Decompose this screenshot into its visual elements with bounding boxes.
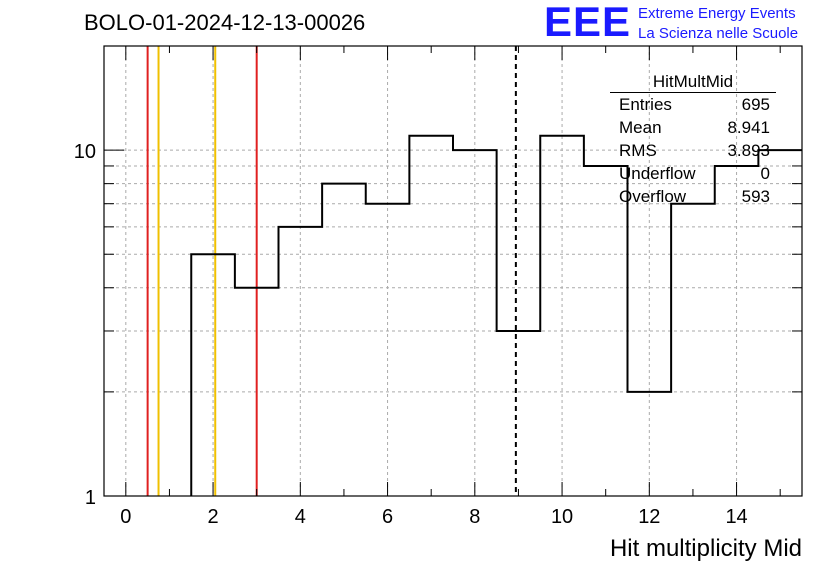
- histogram-step-line: [190, 134, 802, 496]
- histogram-bin: [715, 166, 759, 496]
- stats-value: 3.893: [727, 141, 770, 160]
- histogram-bin: [366, 204, 410, 496]
- x-tick-label: 10: [551, 506, 573, 528]
- histogram-bin: [191, 254, 235, 496]
- grid-lines: [104, 45, 802, 497]
- stats-label: RMS: [619, 141, 657, 160]
- stats-box: HitMultMid Entries 695 Mean 8.941 RMS 3.…: [610, 72, 776, 208]
- stats-value: 593: [741, 187, 770, 206]
- eee-logo: EEE Extreme Energy Events La Scienza nel…: [544, 0, 836, 46]
- logo-line-1: Extreme Energy Events: [638, 5, 796, 22]
- logo-line-2: La Scienza nelle Scuole: [638, 25, 799, 42]
- y-tick-label: 1: [85, 487, 96, 509]
- x-tick-label: 0: [120, 506, 131, 528]
- histogram-series: [190, 134, 802, 496]
- stats-row-underflow: Underflow 0: [610, 162, 776, 185]
- chart-title: BOLO-01-2024-12-13-00026: [84, 10, 366, 35]
- x-tick-label: 14: [725, 506, 747, 528]
- histogram-bin: [235, 288, 279, 496]
- stats-row-overflow: Overflow 593: [610, 185, 776, 208]
- stats-row-mean: Mean 8.941: [610, 116, 776, 139]
- histogram-bin: [671, 204, 715, 496]
- histogram-bin: [409, 136, 453, 496]
- marker-lines: [146, 46, 517, 496]
- histogram-bin: [584, 166, 628, 496]
- x-tick-label: 8: [469, 506, 480, 528]
- stats-label: Underflow: [619, 164, 696, 183]
- histogram-bin: [497, 331, 541, 496]
- histogram-bin: [279, 227, 323, 496]
- logo-mark: EEE: [544, 0, 632, 45]
- x-tick-label: 12: [638, 506, 660, 528]
- x-tick-label: 2: [208, 506, 219, 528]
- stats-title: HitMultMid: [610, 72, 776, 93]
- stats-value: 0: [760, 164, 770, 183]
- histogram-bin: [322, 184, 366, 496]
- x-axis-label: Hit multiplicity Mid: [609, 535, 802, 562]
- x-tick-label: 4: [295, 506, 306, 528]
- plot-frame: [103, 45, 803, 497]
- y-tick-label: 10: [74, 141, 96, 163]
- histogram-bin: [628, 392, 672, 496]
- stats-value: 695: [741, 95, 770, 114]
- axes: 0 2 4 6 8 10 12 14 1 10: [74, 45, 803, 528]
- x-tick-label: 6: [382, 506, 393, 528]
- stats-row-entries: Entries 695: [610, 93, 776, 116]
- stats-value: 8.941: [727, 118, 770, 137]
- stats-label: Mean: [619, 118, 662, 137]
- stats-label: Overflow: [619, 187, 687, 206]
- histogram-bin: [453, 150, 497, 496]
- histogram-bin: [540, 136, 584, 496]
- stats-label: Entries: [619, 95, 672, 114]
- stats-row-rms: RMS 3.893: [610, 139, 776, 162]
